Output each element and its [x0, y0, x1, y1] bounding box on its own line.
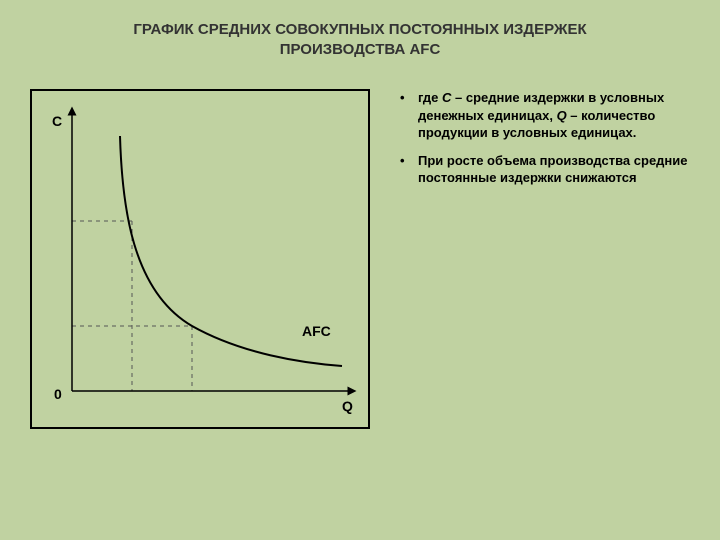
- title-line-1: ГРАФИК СРЕДНИХ СОВОКУПНЫХ ПОСТОЯННЫХ ИЗД…: [133, 21, 586, 38]
- description-list: где C – средние издержки в условных дене…: [370, 89, 690, 429]
- chart-svg: C Q 0 AFC: [32, 91, 372, 431]
- x-axis-label: Q: [342, 398, 353, 414]
- bullet-text-part: Q: [557, 108, 567, 123]
- curve-label: AFC: [302, 323, 331, 339]
- bullet-text-part: При росте объема производства средние по…: [418, 153, 688, 186]
- origin-label: 0: [54, 386, 62, 402]
- bullet-item: При росте объема производства средние по…: [400, 152, 690, 187]
- afc-chart: C Q 0 AFC: [30, 89, 370, 429]
- bullet-text-part: C: [442, 90, 451, 105]
- y-axis-label: C: [52, 113, 62, 129]
- bullet-item: где C – средние издержки в условных дене…: [400, 89, 690, 142]
- title-line-2: ПРОИЗВОДСТВА AFC: [280, 41, 441, 58]
- bullet-text-part: где: [418, 90, 442, 105]
- bullet-list: где C – средние издержки в условных дене…: [400, 89, 690, 187]
- content-area: C Q 0 AFC где C – средние издержки в условн…: [0, 69, 720, 449]
- page-title: ГРАФИК СРЕДНИХ СОВОКУПНЫХ ПОСТОЯННЫХ ИЗД…: [0, 0, 720, 69]
